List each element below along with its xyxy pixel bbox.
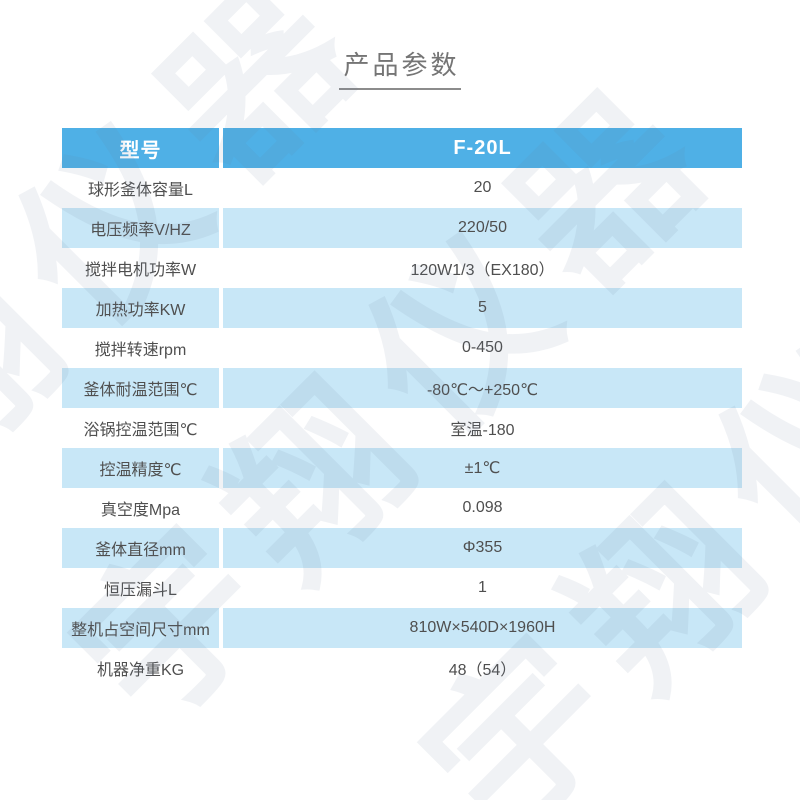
- product-spec-table: 型号 F-20L 球形釜体容量L 20 电压频率V/HZ 220/50 搅拌电机功率W 1…: [62, 128, 742, 688]
- spec-label-cell: 浴锅控温范围℃: [62, 408, 223, 448]
- table-row: 釜体直径mm Φ355: [62, 528, 742, 568]
- model-header-cell: 型号: [62, 128, 223, 168]
- spec-value-cell: 1: [478, 579, 487, 596]
- table-row: 球形釜体容量L 20: [62, 168, 742, 208]
- page-title: 产品参数: [339, 48, 461, 90]
- table-row: 搅拌转速rpm 0-450: [62, 328, 742, 368]
- spec-label-cell: 控温精度℃: [62, 448, 223, 488]
- spec-label-cell: 搅拌转速rpm: [62, 328, 223, 368]
- table-row: 机器净重KG 48（54）: [62, 648, 742, 688]
- spec-value-cell: -80℃～+250℃: [426, 382, 539, 399]
- table-row: 真空度Mpa 0.098: [62, 488, 742, 528]
- table-row: 控温精度℃ ±1℃: [62, 448, 742, 488]
- spec-value-cell: 220/50: [458, 219, 507, 236]
- spec-label-cell: 釜体直径mm: [62, 528, 223, 568]
- spec-value-cell: Φ355: [462, 539, 503, 556]
- spec-value-cell: ±1℃: [464, 460, 501, 477]
- spec-value-cell: 室温-180: [450, 422, 515, 439]
- table-row: 恒压漏斗L 1: [62, 568, 742, 608]
- spec-label-cell: 恒压漏斗L: [62, 568, 223, 608]
- spec-label-cell: 球形釜体容量L: [62, 168, 223, 208]
- spec-value-cell: 810W×540D×1960H: [409, 619, 556, 636]
- spec-value-cell: 20: [473, 179, 492, 196]
- table-body: 球形釜体容量L 20 电压频率V/HZ 220/50 搅拌电机功率W 120W1/3（EX…: [62, 168, 742, 688]
- spec-label-cell: 真空度Mpa: [62, 488, 223, 528]
- spec-label-cell: 搅拌电机功率W: [62, 248, 223, 288]
- table-row: 搅拌电机功率W 120W1/3（EX180）: [62, 248, 742, 288]
- table-row: 浴锅控温范围℃ 室温-180: [62, 408, 742, 448]
- model-value-cell: F-20L: [453, 136, 512, 159]
- table-header-row: 型号 F-20L: [62, 128, 742, 168]
- spec-label-cell: 加热功率KW: [62, 288, 223, 328]
- spec-value-cell: 5: [478, 299, 487, 316]
- spec-label-cell: 整机占空间尺寸mm: [62, 608, 223, 648]
- spec-label-cell: 釜体耐温范围℃: [62, 368, 223, 408]
- title-container: 产品参数: [0, 48, 800, 90]
- spec-value-cell: 0-450: [462, 339, 503, 356]
- spec-label-cell: 电压频率V/HZ: [62, 208, 223, 248]
- table-row: 加热功率KW 5: [62, 288, 742, 328]
- table-row: 整机占空间尺寸mm 810W×540D×1960H: [62, 608, 742, 648]
- spec-value-cell: 0.098: [462, 499, 503, 516]
- table-row: 釜体耐温范围℃ -80℃～+250℃: [62, 368, 742, 408]
- spec-value-cell: 120W1/3（EX180）: [410, 262, 555, 279]
- table-row: 电压频率V/HZ 220/50: [62, 208, 742, 248]
- spec-value-cell: 48（54）: [448, 662, 517, 679]
- spec-label-cell: 机器净重KG: [62, 648, 223, 688]
